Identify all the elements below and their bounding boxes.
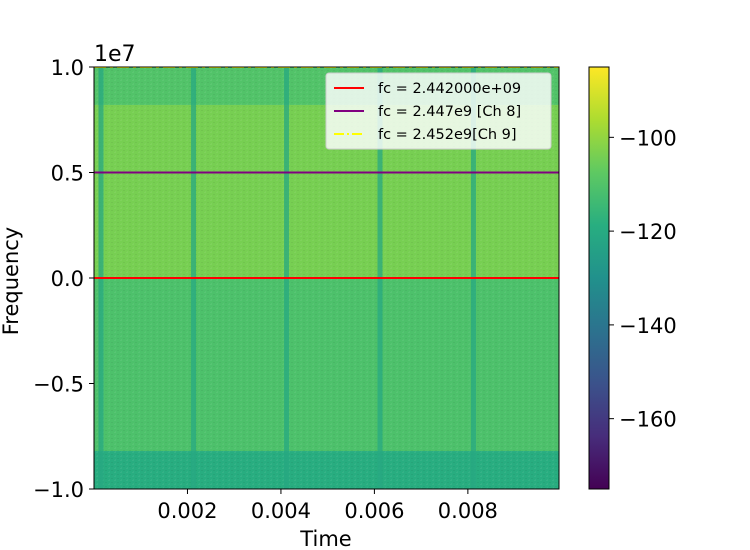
colorbar: −160 −140 −120 −100 <box>588 66 677 490</box>
legend-label: fc = 2.452e9[Ch 9] <box>378 127 517 143</box>
legend-box <box>325 72 552 150</box>
legend-label: fc = 2.447e9 [Ch 8] <box>378 104 521 120</box>
y-tick-label: 1.0 <box>51 56 84 80</box>
colorbar-tick-label: −140 <box>619 314 677 338</box>
y-tick-label: −0.5 <box>33 373 84 397</box>
y-tick-label: −1.0 <box>33 478 84 502</box>
x-tick-label: 0.002 <box>157 499 217 523</box>
y-scale-label: 1e7 <box>94 42 136 67</box>
y-tick-label: 0.0 <box>51 267 84 291</box>
colorbar-gradient <box>588 66 610 490</box>
legend-label: fc = 2.442000e+09 <box>378 81 521 97</box>
x-tick-label: 0.004 <box>251 499 311 523</box>
y-axis-ticks: −1.0 −0.5 0.0 0.5 1.0 <box>33 56 94 502</box>
channel-lines <box>94 67 559 279</box>
colorbar-tick-label: −100 <box>619 126 677 150</box>
x-tick-label: 0.008 <box>438 499 498 523</box>
x-axis-label: Time <box>299 527 351 550</box>
colorbar-ticks: −160 −140 −120 −100 <box>609 126 677 432</box>
x-axis-ticks: 0.002 0.004 0.006 0.008 <box>157 489 498 523</box>
legend: fc = 2.442000e+09 fc = 2.447e9 [Ch 8] fc =… <box>325 72 552 150</box>
y-axis-label: Frequency <box>0 227 23 336</box>
y-tick-label: 0.5 <box>51 162 84 186</box>
colorbar-tick-label: −120 <box>619 220 677 244</box>
x-tick-label: 0.006 <box>344 499 404 523</box>
colorbar-tick-label: −160 <box>619 408 677 432</box>
